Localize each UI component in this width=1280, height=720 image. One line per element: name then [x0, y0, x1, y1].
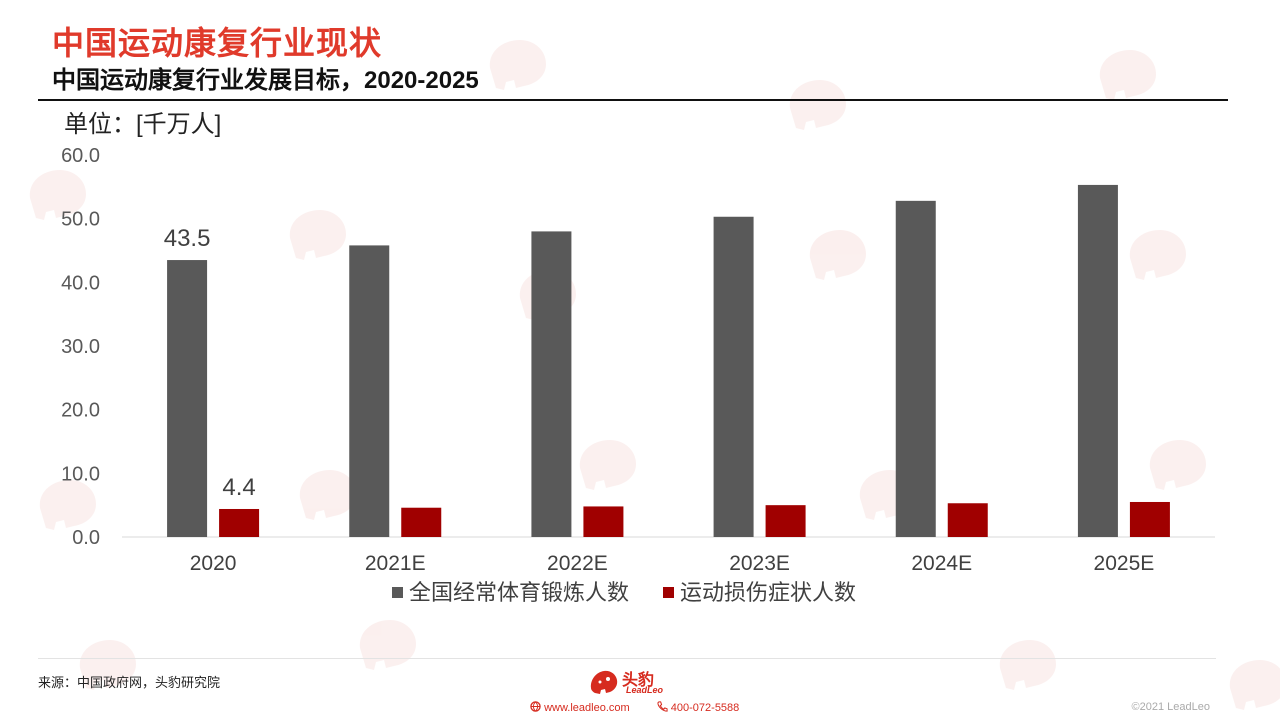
y-tick-label: 50.0 [61, 209, 100, 231]
contact-bar: www.leadleo.com 400-072-5588 [530, 701, 763, 714]
logo-subtext: LeadLeo [626, 685, 664, 695]
watermark-mark [999, 640, 1056, 690]
bar-series2-2022E [583, 506, 624, 537]
y-tick-label: 20.0 [61, 400, 100, 422]
data-label: 4.4 [222, 474, 255, 501]
phone-icon [657, 701, 668, 712]
bar-series1-2020 [167, 260, 208, 537]
page-subtitle: 中国运动康复行业发展目标，2020-2025 [52, 67, 479, 94]
x-tick-label: 2022E [547, 552, 608, 575]
title-divider [38, 99, 1228, 101]
legend-swatch [392, 587, 403, 598]
page-title: 中国运动康复行业现状 [52, 25, 383, 61]
bar-series1-2022E [531, 231, 572, 537]
bar-series2-2023E [765, 505, 806, 537]
legend-label: 运动损伤症状人数 [680, 580, 856, 605]
source-note: 来源：中国政府网，头豹研究院 [38, 675, 221, 690]
watermark-mark [1229, 660, 1280, 710]
brand-logo: 头豹 LeadLeo [588, 666, 684, 698]
website-item[interactable]: www.leadleo.com [530, 701, 645, 714]
x-tick-label: 2020 [190, 552, 237, 575]
y-tick-label: 0.0 [72, 527, 100, 549]
bar-series2-2021E [401, 507, 442, 537]
legend-label: 全国经常体育锻炼人数 [409, 580, 629, 605]
leopard-logo-icon [590, 670, 618, 694]
x-tick-label: 2021E [365, 552, 426, 575]
phone-item: 400-072-5588 [657, 701, 752, 714]
logo-text: 头豹 [622, 672, 655, 689]
bar-series2-2025E [1129, 501, 1170, 537]
bar-series2-2020 [219, 508, 260, 537]
x-tick-label: 2023E [729, 552, 790, 575]
unit-label: 单位：[千万人] [64, 111, 222, 138]
data-label: 43.5 [164, 225, 211, 252]
phone-number: 400-072-5588 [670, 702, 740, 714]
y-tick-label: 60.0 [61, 145, 100, 167]
x-tick-label: 2025E [1094, 552, 1155, 575]
bar-series1-2025E [1077, 184, 1118, 537]
footer-divider [38, 658, 1216, 659]
bar-series2-2024E [947, 503, 988, 537]
bar-series1-2023E [713, 216, 754, 538]
x-tick-label: 2024E [911, 552, 972, 575]
bar-chart: 0.0 10.0 20.0 30.0 40.0 50.0 60.0 2020 2021E 2022… [61, 145, 1215, 605]
globe-icon [530, 701, 541, 712]
y-tick-label: 40.0 [61, 272, 100, 294]
copyright: ©2021 LeadLeo [1131, 701, 1210, 713]
website-link[interactable]: www.leadleo.com [544, 702, 630, 714]
y-tick-label: 30.0 [61, 336, 100, 358]
y-tick-label: 10.0 [61, 463, 100, 485]
bar-series1-2021E [349, 245, 390, 537]
legend-swatch [663, 587, 674, 598]
bar-series1-2024E [895, 200, 936, 537]
